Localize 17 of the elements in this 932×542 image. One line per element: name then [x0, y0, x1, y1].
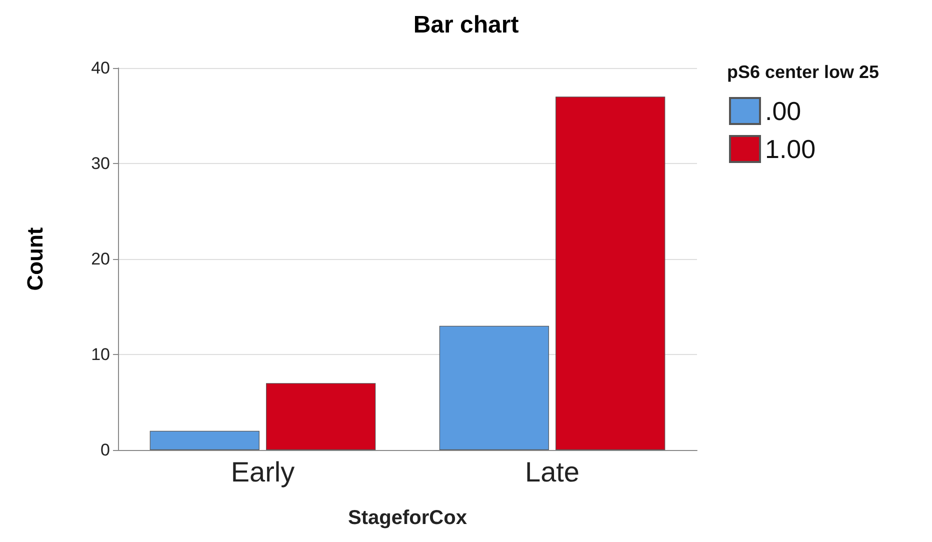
x-tick-label: Early [230, 456, 295, 488]
legend-label: 1.00 [765, 134, 816, 164]
legend-label: .00 [765, 96, 802, 126]
bar [556, 96, 666, 450]
y-tick-label: 40 [91, 58, 110, 78]
y-tick-label: 0 [100, 440, 110, 460]
y-tick-label: 20 [91, 250, 110, 268]
y-tick-label: 10 [91, 345, 110, 364]
bar [439, 326, 549, 450]
y-tick-label: 30 [91, 154, 110, 173]
legend-title: pS6 center low 25 [727, 62, 880, 82]
x-tick-label: Late [525, 456, 580, 488]
x-axis-title: StageforCox [348, 507, 467, 529]
chart-title: Bar chart [413, 12, 519, 38]
bar [266, 383, 376, 450]
y-axis-title: Count [22, 226, 48, 291]
bar [150, 430, 260, 450]
